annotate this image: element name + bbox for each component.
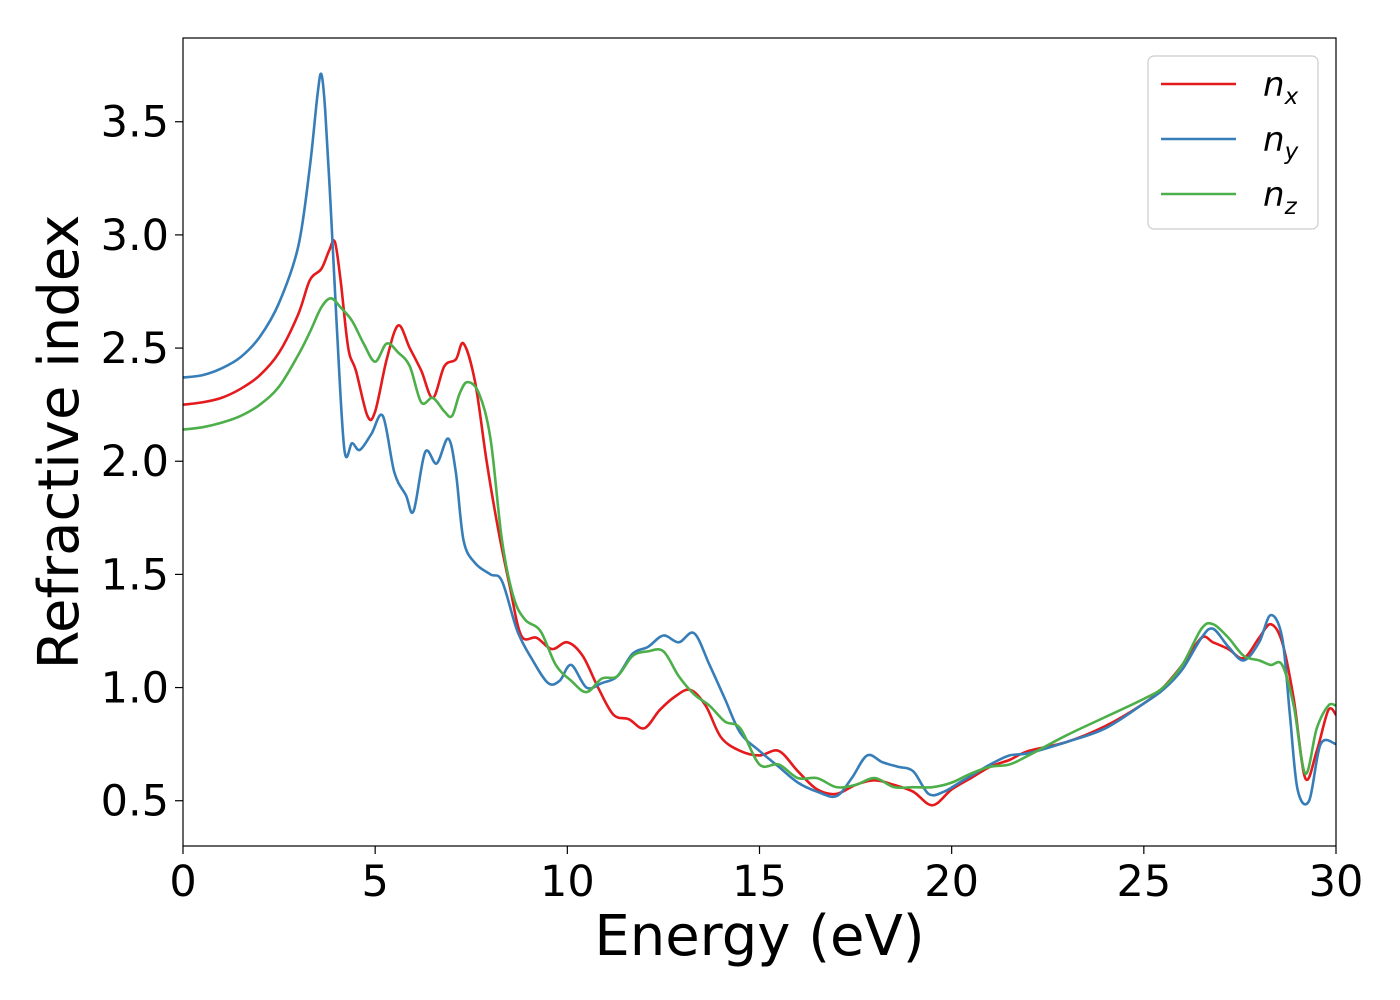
legend-box	[1147, 55, 1319, 230]
y-axis-ticks: 0.5 1.0 1.5 2.0 2.5 3.0 3.5	[101, 98, 183, 827]
y-tick-label: 2.5	[101, 324, 169, 374]
x-tick-label: 30	[1309, 857, 1364, 907]
plot-lines	[183, 72, 1336, 807]
x-tick-label: 5	[361, 857, 388, 907]
y-tick-label: 2.0	[101, 437, 169, 487]
series-line-z	[183, 296, 1336, 790]
y-tick-label: 3.0	[101, 211, 169, 261]
x-tick-label: 20	[924, 857, 979, 907]
legend-label-y: ny	[1263, 120, 1299, 165]
legend: nx ny nz	[1147, 55, 1319, 230]
y-tick-label: 1.5	[101, 550, 169, 600]
x-tick-label: 15	[732, 857, 787, 907]
legend-label-z: nz	[1263, 175, 1298, 220]
x-axis-ticks: 0 5 10 15 20 25 30	[169, 846, 1363, 907]
x-tick-label: 25	[1116, 857, 1171, 907]
y-tick-label: 1.0	[101, 664, 169, 714]
legend-label-x: nx	[1263, 65, 1299, 110]
y-tick-label: 3.5	[101, 98, 169, 148]
x-axis-label: Energy (eV)	[594, 904, 924, 969]
series-line-y	[183, 72, 1336, 806]
x-tick-label: 0	[169, 857, 196, 907]
plot-frame	[182, 37, 1337, 847]
y-axis-label: Refractive index	[27, 215, 92, 670]
y-tick-label: 0.5	[101, 777, 169, 827]
x-tick-label: 10	[540, 857, 595, 907]
